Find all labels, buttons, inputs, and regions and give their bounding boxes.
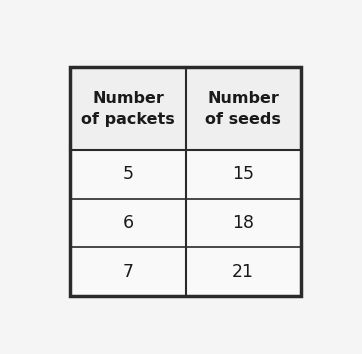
Text: 15: 15 <box>232 165 254 183</box>
Text: 18: 18 <box>232 214 254 232</box>
Bar <box>71 67 300 150</box>
Text: Number
of seeds: Number of seeds <box>205 91 281 127</box>
Text: Number
of packets: Number of packets <box>81 91 175 127</box>
Bar <box>71 67 300 296</box>
Text: 7: 7 <box>122 263 134 281</box>
Bar <box>71 67 300 296</box>
Text: 5: 5 <box>122 165 134 183</box>
Text: 6: 6 <box>122 214 134 232</box>
Text: 21: 21 <box>232 263 254 281</box>
